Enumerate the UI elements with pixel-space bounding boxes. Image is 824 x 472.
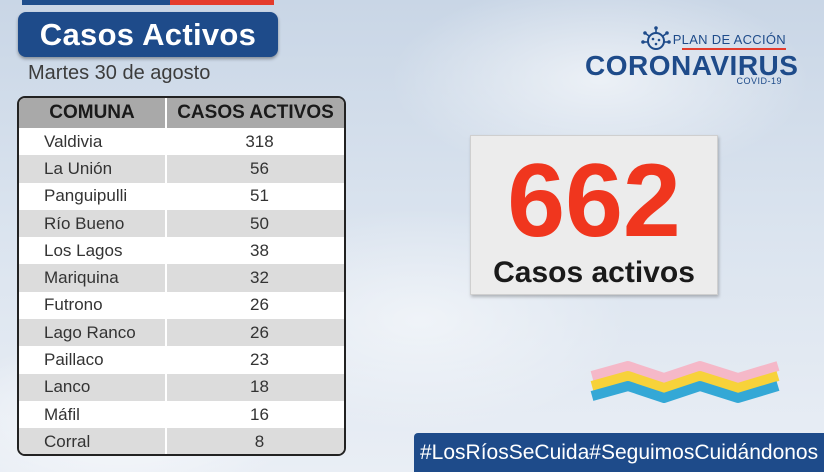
table-row: Futrono 26 — [19, 291, 344, 320]
total-cases-label: Casos activos — [493, 256, 695, 289]
logo-coronavirus-text: CORONAVIRUS — [585, 50, 799, 81]
comuna-cell: Valdivia — [19, 128, 167, 156]
comuna-cell: La Unión — [19, 155, 167, 183]
casos-cell: 56 — [250, 158, 269, 178]
table-row: Paillaco 23 — [19, 346, 344, 374]
comuna-cell: Lago Ranco — [19, 319, 167, 347]
table-row: Panguipulli 51 — [19, 182, 344, 210]
comuna-cell: Corral — [19, 428, 167, 454]
cases-table: COMUNA CASOS ACTIVOS Valdivia 318 La Unión… — [17, 96, 346, 456]
casos-cell: 18 — [250, 377, 269, 397]
table-row: Valdivia 318 — [19, 128, 344, 156]
casos-cell: 26 — [250, 322, 269, 342]
hashtag-seguimos: #SeguimosCuidándonos — [589, 440, 819, 464]
table-row: Lago Ranco 26 — [19, 319, 344, 347]
casos-cell: 23 — [250, 350, 269, 370]
comuna-cell: Paillaco — [19, 346, 167, 374]
hashtag-los-rios: #LosRíosSeCuida — [420, 440, 590, 464]
comuna-cell: Lanco — [19, 373, 167, 401]
table-body: Valdivia 318 La Unión 56 Panguipulli 51 Río Bu… — [19, 128, 344, 454]
comuna-cell: Panguipulli — [19, 182, 167, 210]
casos-cell: 51 — [250, 186, 269, 206]
wave-pink — [590, 361, 780, 383]
logo-underline — [682, 48, 786, 50]
table-row: Corral 8 — [19, 428, 344, 454]
header-casos-activos: CASOS ACTIVOS — [177, 102, 334, 123]
table-row: Los Lagos 38 — [19, 237, 344, 265]
table-header: COMUNA CASOS ACTIVOS — [19, 98, 344, 128]
comuna-cell: Futrono — [19, 291, 167, 320]
table-row: Lanco 18 — [19, 373, 344, 401]
casos-cell: 26 — [250, 295, 269, 315]
casos-cell: 16 — [250, 404, 269, 424]
hashtag-bar: #LosRíosSeCuida #SeguimosCuidándonos — [414, 433, 824, 472]
wave-blue — [590, 381, 780, 403]
header-comuna: COMUNA — [19, 98, 167, 128]
top-accent-blue — [22, 0, 170, 5]
total-cases-value: 662 — [507, 143, 681, 259]
comuna-cell: Mariquina — [19, 264, 167, 292]
casos-cell: 38 — [250, 240, 269, 260]
table-row: Mariquina 32 — [19, 264, 344, 292]
total-cases-card: 662 Casos activos — [470, 135, 718, 295]
comuna-cell: Máfil — [19, 400, 167, 429]
page-title: Casos Activos — [18, 12, 278, 57]
date-label: Martes 30 de agosto — [28, 62, 211, 84]
casos-cell: 8 — [254, 431, 265, 451]
logo-plan-text: PLAN DE ACCIÓN — [672, 32, 786, 47]
casos-cell: 318 — [245, 131, 274, 151]
virus-icon — [641, 26, 671, 50]
casos-cell: 50 — [250, 213, 269, 233]
comuna-cell: Río Bueno — [19, 209, 167, 238]
table-row: La Unión 56 — [19, 155, 344, 183]
wave-yellow — [590, 371, 780, 393]
table-row: Máfil 16 — [19, 400, 344, 429]
top-accent-red — [170, 0, 274, 5]
comuna-cell: Los Lagos — [19, 237, 167, 265]
coronavirus-logo: PLAN DE ACCIÓN CORONAVIRUS COVID-19 — [582, 24, 798, 88]
region-wave-logo — [590, 361, 780, 403]
table-row: Río Bueno 50 — [19, 209, 344, 238]
casos-cell: 32 — [250, 268, 269, 288]
logo-covid-text: COVID-19 — [736, 76, 782, 86]
